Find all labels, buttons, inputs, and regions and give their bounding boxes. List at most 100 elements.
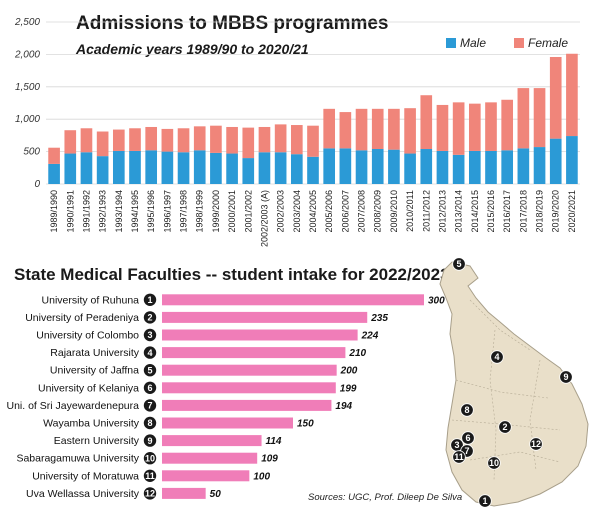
- source-note: Sources: UGC, Prof. Dileep De Silva: [308, 492, 462, 503]
- intake-bars: University of Ruhuna 1 300 University of Pe…: [7, 293, 445, 500]
- bar-female: [420, 95, 433, 150]
- bar-male: [501, 150, 514, 184]
- intake-value: 114: [266, 436, 282, 447]
- intake-value: 150: [297, 419, 314, 430]
- map-marker-label: 11: [454, 452, 464, 462]
- x-tick-label: 2015/2016: [486, 190, 496, 233]
- x-tick-label: 2013/2014: [454, 190, 464, 233]
- intake-value: 224: [361, 331, 379, 342]
- x-tick-label: 1993/1994: [114, 190, 124, 233]
- map-marker-label: 2: [502, 422, 507, 432]
- map-marker: [460, 403, 474, 417]
- bar-male: [226, 153, 238, 184]
- map-marker-label: 12: [531, 439, 541, 449]
- bar-male: [80, 152, 93, 184]
- legend-swatch-male: [446, 38, 456, 48]
- x-tick-label: 1994/1995: [130, 190, 140, 233]
- bar-female: [355, 108, 368, 151]
- x-tick-label: 2019/2020: [551, 190, 561, 233]
- legend-label-female: Female: [528, 36, 568, 50]
- rank-number: 5: [147, 365, 152, 375]
- university-label: Rajarata University: [50, 347, 139, 359]
- map-marker: [478, 494, 492, 508]
- bar-female: [274, 124, 287, 153]
- bar-female: [129, 128, 141, 151]
- university-label: Sabaragamuwa University: [16, 453, 139, 465]
- rank-number: 4: [147, 348, 152, 358]
- rank-number: 9: [147, 436, 152, 446]
- rank-number: 8: [147, 418, 152, 428]
- bar-female: [517, 88, 530, 149]
- map-marker: [529, 437, 543, 451]
- rank-badge: [143, 416, 157, 430]
- x-tick-label: 1996/1997: [162, 190, 172, 233]
- bar-male: [145, 150, 158, 184]
- map-marker-label: 5: [456, 259, 461, 269]
- bar-female: [48, 147, 60, 164]
- intake-bar: [162, 347, 346, 359]
- bar-male: [420, 149, 433, 184]
- bar-male: [323, 148, 336, 184]
- bar-male: [404, 153, 416, 184]
- bar-female: [404, 108, 416, 154]
- y-tick-label: 500: [23, 147, 40, 158]
- y-axis: 0 500 1,000 1,500 2,000 2,500: [14, 17, 40, 190]
- rank-badge: [143, 311, 157, 324]
- bar-female: [533, 88, 546, 148]
- bar-male: [533, 147, 546, 184]
- bar-male: [64, 153, 77, 184]
- map-marker-label: 8: [464, 405, 469, 415]
- bar-male: [129, 150, 141, 184]
- bar-male: [177, 152, 190, 184]
- rank-badge: [143, 328, 157, 342]
- intake-value: 50: [210, 489, 222, 500]
- bar-female: [485, 102, 497, 151]
- bar-male: [210, 152, 222, 184]
- intake-bar: [162, 329, 358, 341]
- university-label: Wayamba University: [43, 418, 140, 430]
- intake-bar: [162, 399, 332, 411]
- rank-badge: [143, 293, 157, 306]
- intake-bar: [162, 452, 258, 464]
- x-tick-label: 2010/2011: [405, 190, 415, 232]
- bar-female: [161, 128, 174, 152]
- bar-male: [452, 154, 465, 184]
- legend-swatch-female: [514, 38, 524, 48]
- x-tick-label: 1992/1993: [98, 190, 108, 233]
- bar-male: [307, 156, 319, 184]
- bar-female: [80, 128, 93, 153]
- intake-value: 200: [340, 366, 358, 377]
- rank-number: 12: [145, 489, 155, 499]
- intake-bar: [162, 435, 262, 447]
- bar-female: [339, 112, 352, 149]
- bar-male: [566, 136, 578, 184]
- bar-female: [145, 126, 158, 151]
- bar-female: [258, 126, 271, 153]
- rank-number: 3: [147, 330, 152, 340]
- bar-female: [468, 103, 481, 151]
- rank-number: 7: [147, 401, 152, 411]
- x-tick-label: 1990/1991: [65, 190, 75, 233]
- bar-male: [355, 150, 368, 184]
- map-marker-label: 10: [489, 458, 499, 468]
- intake-bar: [162, 417, 293, 429]
- x-tick-label: 2002/2003 (A): [259, 190, 269, 247]
- rank-badge: [143, 452, 157, 465]
- intake-value: 300: [428, 295, 445, 306]
- y-tick-label: 2,000: [14, 49, 40, 60]
- intake-bar: [162, 311, 368, 323]
- bar-male: [549, 138, 562, 184]
- x-tick-label: 2002/2003: [276, 190, 286, 233]
- university-label: University of Peradeniya: [25, 312, 139, 324]
- university-label: Uva Wellassa University: [26, 488, 140, 500]
- map-marker: [452, 257, 466, 271]
- x-axis: 1989/1990 1990/1991 1991/1992 1992/1993 1993…: [49, 190, 577, 247]
- map-marker-label: 6: [465, 433, 470, 443]
- intake-value: 100: [253, 471, 270, 482]
- bar-male: [290, 154, 303, 184]
- x-tick-label: 2011/2012: [421, 190, 431, 232]
- rank-number: 1: [147, 295, 152, 305]
- bar-male: [193, 150, 206, 184]
